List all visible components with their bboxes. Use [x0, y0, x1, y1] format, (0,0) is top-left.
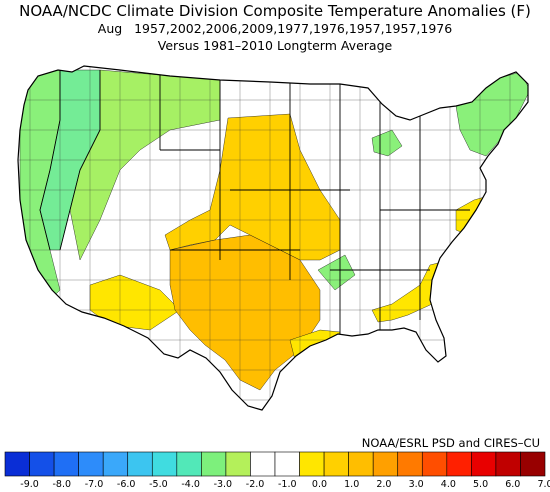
color-scale-label: -4.0	[181, 479, 200, 490]
color-scale-cell	[397, 451, 423, 477]
color-scale-label: -2.0	[246, 479, 265, 490]
color-scale-cell	[250, 451, 276, 477]
color-scale-cells	[4, 451, 546, 477]
color-scale-cell	[127, 451, 153, 477]
color-scale-cell	[225, 451, 251, 477]
color-scale-cell	[274, 451, 300, 477]
color-scale-label: -7.0	[85, 479, 104, 490]
color-scale-cell	[102, 451, 129, 477]
color-scale-cell	[53, 451, 79, 477]
color-scale-cell	[151, 451, 178, 477]
color-scale-label: 5.0	[473, 479, 488, 490]
color-scale-cell	[299, 451, 325, 477]
region-southwest-anomaly	[89, 274, 181, 331]
color-scale-cell	[323, 451, 349, 477]
color-scale-label: -6.0	[117, 479, 136, 490]
color-scale-label: 2.0	[376, 479, 391, 490]
color-scale-label: 6.0	[505, 479, 520, 490]
state-borders	[39, 70, 470, 336]
color-scale-cell	[372, 451, 399, 477]
data-credit: NOAA/ESRL PSD and CIRES–CU	[361, 436, 540, 450]
color-scale-label: -3.0	[214, 479, 233, 490]
color-scale-cell	[29, 451, 55, 477]
color-scale-cell	[348, 451, 374, 477]
color-scale-cell	[421, 451, 448, 477]
color-scale-label: 3.0	[409, 479, 424, 490]
color-scale-label: 7.0	[537, 479, 550, 490]
color-scale-cell	[4, 451, 30, 477]
map-subtitle-baseline: Versus 1981–2010 Longterm Average	[157, 38, 393, 53]
color-scale-label: -1.0	[278, 479, 297, 490]
region-ozarks-anomaly	[317, 254, 356, 291]
us-anomaly-map	[17, 65, 529, 411]
color-scale-labels: -9.0 -8.0 -7.0 -6.0 -5.0 -4.0 -3.0 -2.0 -1.0 0.0 1…	[20, 479, 550, 490]
color-scale-cell	[201, 451, 227, 477]
color-scale-cell	[520, 451, 546, 477]
color-scale-label: 4.0	[441, 479, 456, 490]
map-subtitle: Aug 1957,2002,2006,2009,1977,1976,1957,1…	[97, 21, 453, 36]
color-scale-label: 0.0	[312, 479, 327, 490]
color-scale-label: 1.0	[344, 479, 359, 490]
color-scale-cell	[78, 451, 104, 477]
color-scale-label: -5.0	[149, 479, 168, 490]
color-scale: -9.0 -8.0 -7.0 -6.0 -5.0 -4.0 -3.0 -2.0 -1.0 0.0 1…	[4, 451, 550, 490]
color-scale-cell	[471, 451, 497, 477]
color-scale-cell	[446, 451, 472, 477]
color-scale-cell	[176, 451, 202, 477]
color-scale-label: -9.0	[20, 479, 39, 490]
region-great-lakes-anomaly	[371, 129, 403, 157]
map-title: NOAA/NCDC Climate Division Composite Tem…	[19, 2, 531, 20]
color-scale-cell	[495, 451, 521, 477]
color-scale-label: -8.0	[52, 479, 71, 490]
